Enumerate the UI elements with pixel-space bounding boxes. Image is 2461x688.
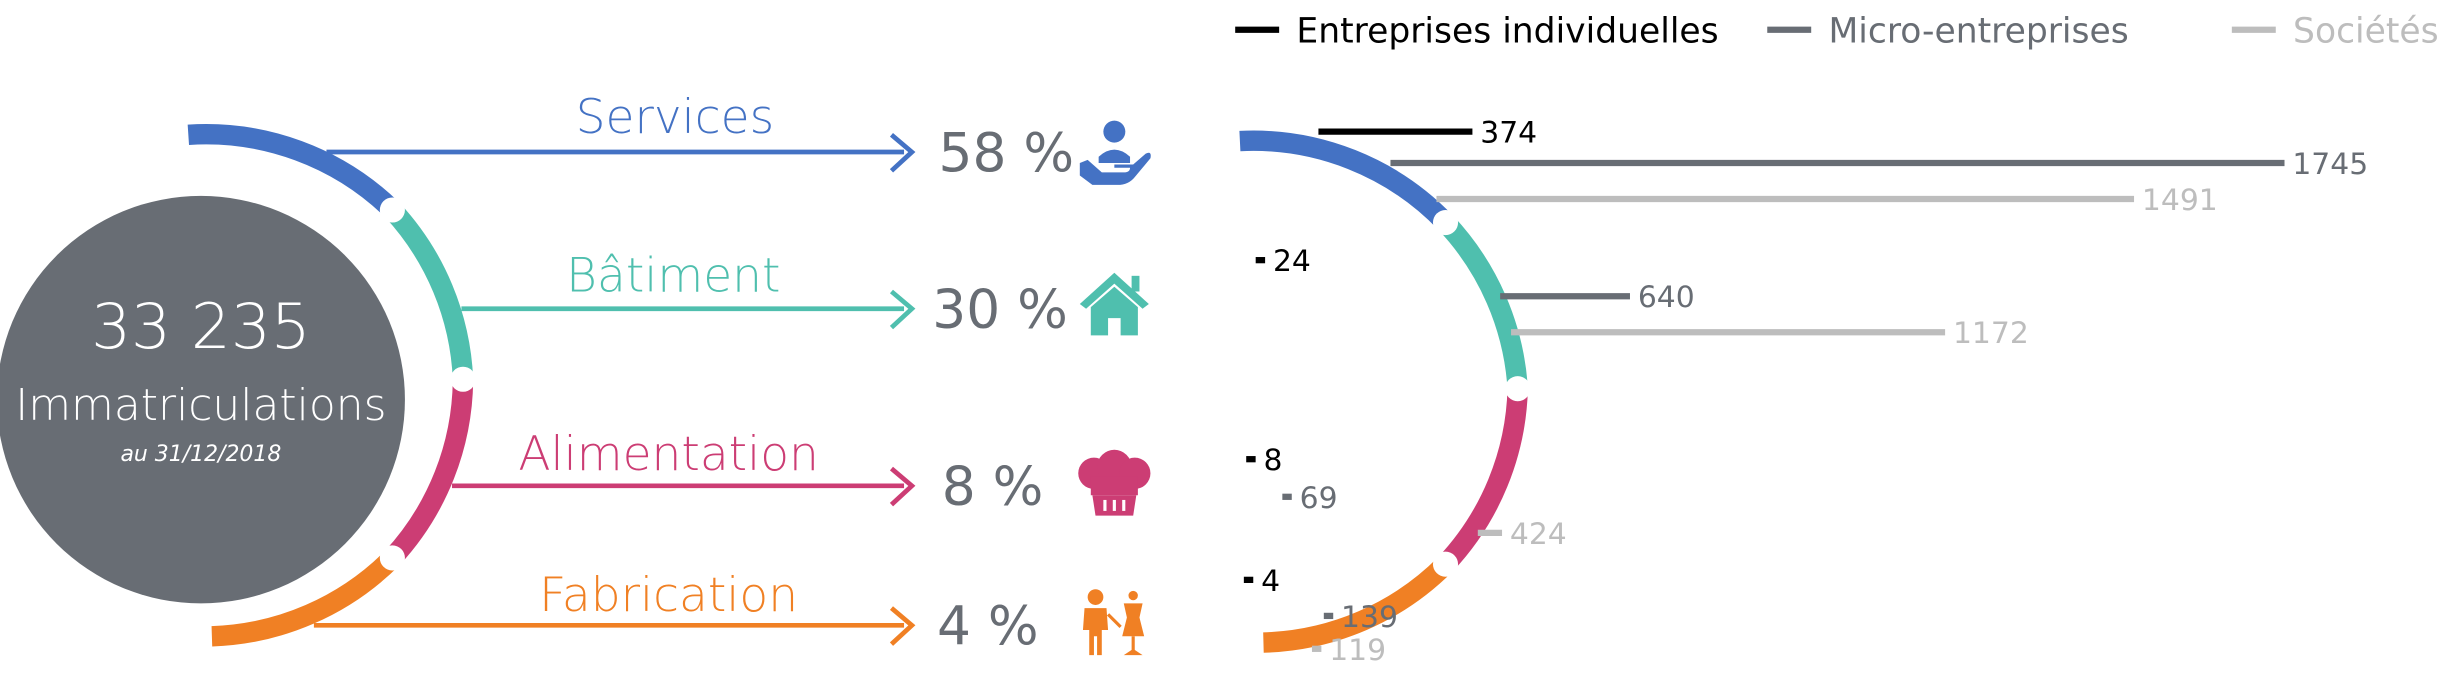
- hand-person-icon: [1079, 120, 1151, 185]
- bar-value-label: 139: [1341, 600, 1398, 635]
- total-circle: [0, 195, 405, 604]
- sector-arrowhead: [889, 132, 916, 173]
- legend-item-societes: Sociétés: [2231, 11, 2439, 51]
- sector-name: Alimentation: [518, 427, 819, 482]
- house-icon: [1079, 272, 1149, 336]
- right-arc-segment-fabrication: [1263, 556, 1453, 653]
- sector-name: Fabrication: [539, 568, 798, 623]
- sector-name: Bâtiment: [566, 249, 780, 304]
- legend: Entreprises individuelles Micro-entrepri…: [1235, 11, 2439, 51]
- bar-value-label: 4: [1261, 564, 1280, 599]
- sector-percent: 8 %: [942, 456, 1044, 518]
- sector-percent: 4 %: [937, 595, 1039, 657]
- total-date: au 31/12/2018: [120, 442, 281, 467]
- bar-value-label: 424: [1510, 517, 1567, 552]
- chef-hat-icon: [1078, 449, 1151, 516]
- right-arc-segment-alimentation: [1438, 388, 1528, 572]
- sector-arrowhead: [889, 606, 916, 646]
- legend-item-individuelles: Entreprises individuelles: [1235, 11, 1719, 51]
- left-arc-segment-batiment: [384, 203, 474, 380]
- legend-label: Micro-entreprises: [1828, 11, 2128, 51]
- arc-joint: [1432, 551, 1459, 577]
- bar-value-label: 640: [1638, 280, 1695, 315]
- arc-joint: [1432, 210, 1459, 236]
- tailor-mannequin-icon: [1082, 589, 1145, 656]
- arc-joint: [379, 545, 405, 571]
- bar-value-label: 1172: [1953, 316, 2029, 351]
- legend-label: Sociétés: [2293, 11, 2439, 51]
- sector-name: Services: [576, 90, 775, 145]
- right-arc-segment-services: [1239, 130, 1453, 230]
- left-arc-segment-alimentation: [384, 379, 474, 565]
- bar-value-label: 374: [1480, 116, 1537, 151]
- sector-row-alimentation: Alimentation 8 %: [452, 427, 1151, 518]
- total-label: Immatriculations: [15, 380, 386, 431]
- total-circle-group: 33 235 Immatriculations au 31/12/2018: [0, 195, 405, 604]
- bar-value-label: 8: [1263, 443, 1282, 478]
- bar-value-label: 1745: [2292, 147, 2368, 182]
- bar-value-label: 24: [1273, 244, 1311, 279]
- total-value: 33 235: [91, 290, 311, 363]
- legend-item-micro: Micro-entreprises: [1767, 11, 2129, 51]
- left-arc-segment-services: [187, 124, 400, 218]
- right-arc-segment-batiment: [1438, 215, 1528, 390]
- arc-joint: [1505, 376, 1531, 402]
- left-arc: [187, 124, 476, 647]
- sector-percent: 30 %: [932, 279, 1068, 341]
- bar-value-label: 69: [1300, 481, 1338, 516]
- bar-value-label: 1491: [2142, 183, 2218, 218]
- legend-label: Entreprises individuelles: [1296, 11, 1718, 51]
- sector-row-batiment: Bâtiment 30 %: [461, 249, 1149, 341]
- sector-row-fabrication: Fabrication 4 %: [313, 568, 1145, 657]
- right-arc: [1239, 130, 1531, 653]
- arc-joint: [450, 366, 476, 392]
- left-arc-segment-fabrication: [211, 550, 400, 647]
- arc-joint: [379, 197, 405, 223]
- sector-row-services: Services 58 %: [326, 90, 1151, 185]
- sector-arrowhead: [889, 289, 916, 330]
- sector-percent: 58 %: [939, 122, 1075, 184]
- sector-arrowhead: [889, 466, 916, 507]
- bar-value-label: 119: [1329, 633, 1386, 668]
